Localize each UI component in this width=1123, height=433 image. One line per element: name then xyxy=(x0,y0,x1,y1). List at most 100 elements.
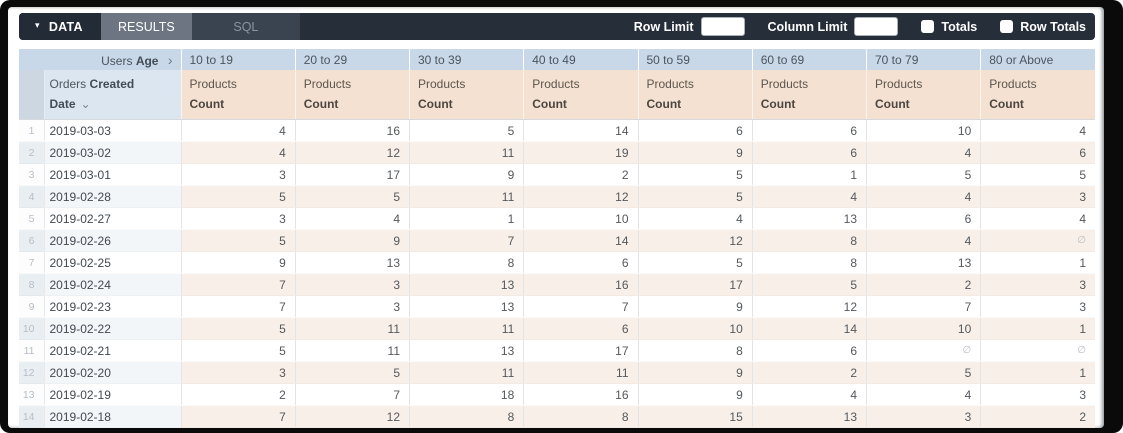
value-cell[interactable]: 8 xyxy=(408,251,524,274)
value-cell[interactable]: 3 xyxy=(294,273,410,296)
value-cell[interactable]: 4 xyxy=(751,383,867,406)
value-cell[interactable]: 18 xyxy=(408,383,524,406)
row-totals-checkbox[interactable] xyxy=(1000,20,1014,33)
measure-header[interactable]: Products Count xyxy=(294,70,410,120)
value-cell[interactable]: 11 xyxy=(294,317,410,340)
value-cell[interactable]: 4 xyxy=(751,185,867,208)
value-cell[interactable]: 2 xyxy=(980,405,1095,428)
value-cell[interactable]: 6 xyxy=(980,141,1095,164)
value-cell[interactable]: 4 xyxy=(180,119,296,142)
value-cell[interactable]: 12 xyxy=(523,185,638,208)
value-cell[interactable]: 13 xyxy=(408,339,524,362)
date-cell[interactable]: 2019-02-26 xyxy=(43,229,181,252)
value-cell[interactable]: 6 xyxy=(751,119,867,142)
value-cell[interactable]: 10 xyxy=(865,119,981,142)
value-cell[interactable]: 5 xyxy=(980,163,1095,186)
date-cell[interactable]: 2019-02-17 xyxy=(43,427,181,428)
date-cell[interactable]: 2019-02-18 xyxy=(43,405,181,428)
value-cell[interactable]: 6 xyxy=(751,339,867,362)
value-cell[interactable]: 13 xyxy=(408,273,524,296)
measure-header[interactable]: Products Count xyxy=(637,70,753,120)
value-cell[interactable]: 1 xyxy=(980,251,1095,274)
pivot-value-header[interactable]: 10 to 19 xyxy=(180,49,296,70)
value-cell[interactable]: 5 xyxy=(751,273,867,296)
value-cell[interactable]: ∅ xyxy=(980,229,1095,252)
value-cell[interactable]: 5 xyxy=(637,185,753,208)
value-cell[interactable]: 7 xyxy=(865,295,981,318)
value-cell[interactable]: 8 xyxy=(408,405,524,428)
value-cell[interactable]: 2 xyxy=(751,361,867,384)
value-cell[interactable]: 14 xyxy=(523,119,638,142)
date-cell[interactable]: 2019-02-23 xyxy=(43,295,181,318)
date-cell[interactable]: 2019-02-20 xyxy=(43,361,181,384)
value-cell[interactable]: 5 xyxy=(865,361,981,384)
value-cell[interactable]: 3 xyxy=(180,207,296,230)
value-cell[interactable]: 1 xyxy=(751,163,867,186)
value-cell[interactable]: 9 xyxy=(637,141,753,164)
value-cell[interactable]: 8 xyxy=(751,229,867,252)
value-cell[interactable]: 5 xyxy=(637,163,753,186)
value-cell[interactable]: 13 xyxy=(294,427,410,428)
pivot-field-header[interactable]: Users Age › xyxy=(19,49,181,70)
value-cell[interactable]: 4 xyxy=(865,427,981,428)
date-cell[interactable]: 2019-02-21 xyxy=(43,339,181,362)
column-limit-input[interactable] xyxy=(854,17,899,36)
value-cell[interactable]: 11 xyxy=(408,185,524,208)
value-cell[interactable]: 16 xyxy=(523,273,638,296)
value-cell[interactable]: 15 xyxy=(637,405,753,428)
value-cell[interactable]: 4 xyxy=(294,207,410,230)
value-cell[interactable]: 17 xyxy=(294,163,410,186)
value-cell[interactable]: 4 xyxy=(180,141,296,164)
value-cell[interactable]: 13 xyxy=(865,251,981,274)
value-cell[interactable]: 10 xyxy=(865,317,981,340)
value-cell[interactable]: 3 xyxy=(180,163,296,186)
pivot-value-header[interactable]: 40 to 49 xyxy=(523,49,638,70)
value-cell[interactable]: 1 xyxy=(980,317,1095,340)
value-cell[interactable]: ∅ xyxy=(865,339,981,362)
value-cell[interactable]: 1 xyxy=(408,207,524,230)
value-cell[interactable]: 12 xyxy=(751,295,867,318)
value-cell[interactable]: 4 xyxy=(980,119,1095,142)
measure-header[interactable]: Products Count xyxy=(408,70,524,120)
measure-header[interactable]: Products Count xyxy=(180,70,296,120)
value-cell[interactable]: 16 xyxy=(294,119,410,142)
value-cell[interactable]: 8 xyxy=(523,405,638,428)
measure-header[interactable]: Products Count xyxy=(865,70,981,120)
value-cell[interactable]: 7 xyxy=(180,405,296,428)
value-cell[interactable]: 6 xyxy=(980,427,1095,428)
value-cell[interactable]: 10 xyxy=(637,317,753,340)
value-cell[interactable]: 11 xyxy=(408,427,524,428)
measure-header[interactable]: Products Count xyxy=(980,70,1095,120)
date-cell[interactable]: 2019-03-03 xyxy=(43,119,181,142)
value-cell[interactable]: 2 xyxy=(865,273,981,296)
value-cell[interactable]: 7 xyxy=(180,273,296,296)
value-cell[interactable]: 11 xyxy=(408,141,524,164)
date-cell[interactable]: 2019-02-27 xyxy=(43,207,181,230)
totals-checkbox[interactable] xyxy=(921,20,935,33)
value-cell[interactable]: 13 xyxy=(408,295,524,318)
value-cell[interactable]: 3 xyxy=(180,361,296,384)
value-cell[interactable]: 5 xyxy=(294,185,410,208)
row-field-header[interactable]: Orders Created Date ⌄ xyxy=(43,70,181,120)
value-cell[interactable]: 11 xyxy=(523,361,638,384)
value-cell[interactable]: 17 xyxy=(523,339,638,362)
tab-results[interactable]: RESULTS xyxy=(100,13,192,40)
value-cell[interactable]: 12 xyxy=(637,229,753,252)
value-cell[interactable]: 16 xyxy=(523,383,638,406)
row-limit-input[interactable] xyxy=(700,17,745,36)
value-cell[interactable]: 9 xyxy=(408,163,524,186)
value-cell[interactable]: 5 xyxy=(637,251,753,274)
value-cell[interactable]: 10 xyxy=(523,427,638,428)
chevron-right-icon[interactable]: › xyxy=(167,51,173,68)
pivot-value-header[interactable]: 80 or Above xyxy=(980,49,1095,70)
pivot-value-header[interactable]: 50 to 59 xyxy=(637,49,753,70)
value-cell[interactable]: 7 xyxy=(408,229,524,252)
value-cell[interactable]: 8 xyxy=(637,339,753,362)
value-cell[interactable]: 4 xyxy=(865,229,981,252)
pivot-value-header[interactable]: 30 to 39 xyxy=(408,49,524,70)
value-cell[interactable]: 19 xyxy=(523,141,638,164)
date-cell[interactable]: 2019-03-01 xyxy=(43,163,181,186)
value-cell[interactable]: 4 xyxy=(980,207,1095,230)
measure-header[interactable]: Products Count xyxy=(751,70,867,120)
date-cell[interactable]: 2019-02-19 xyxy=(43,383,181,406)
